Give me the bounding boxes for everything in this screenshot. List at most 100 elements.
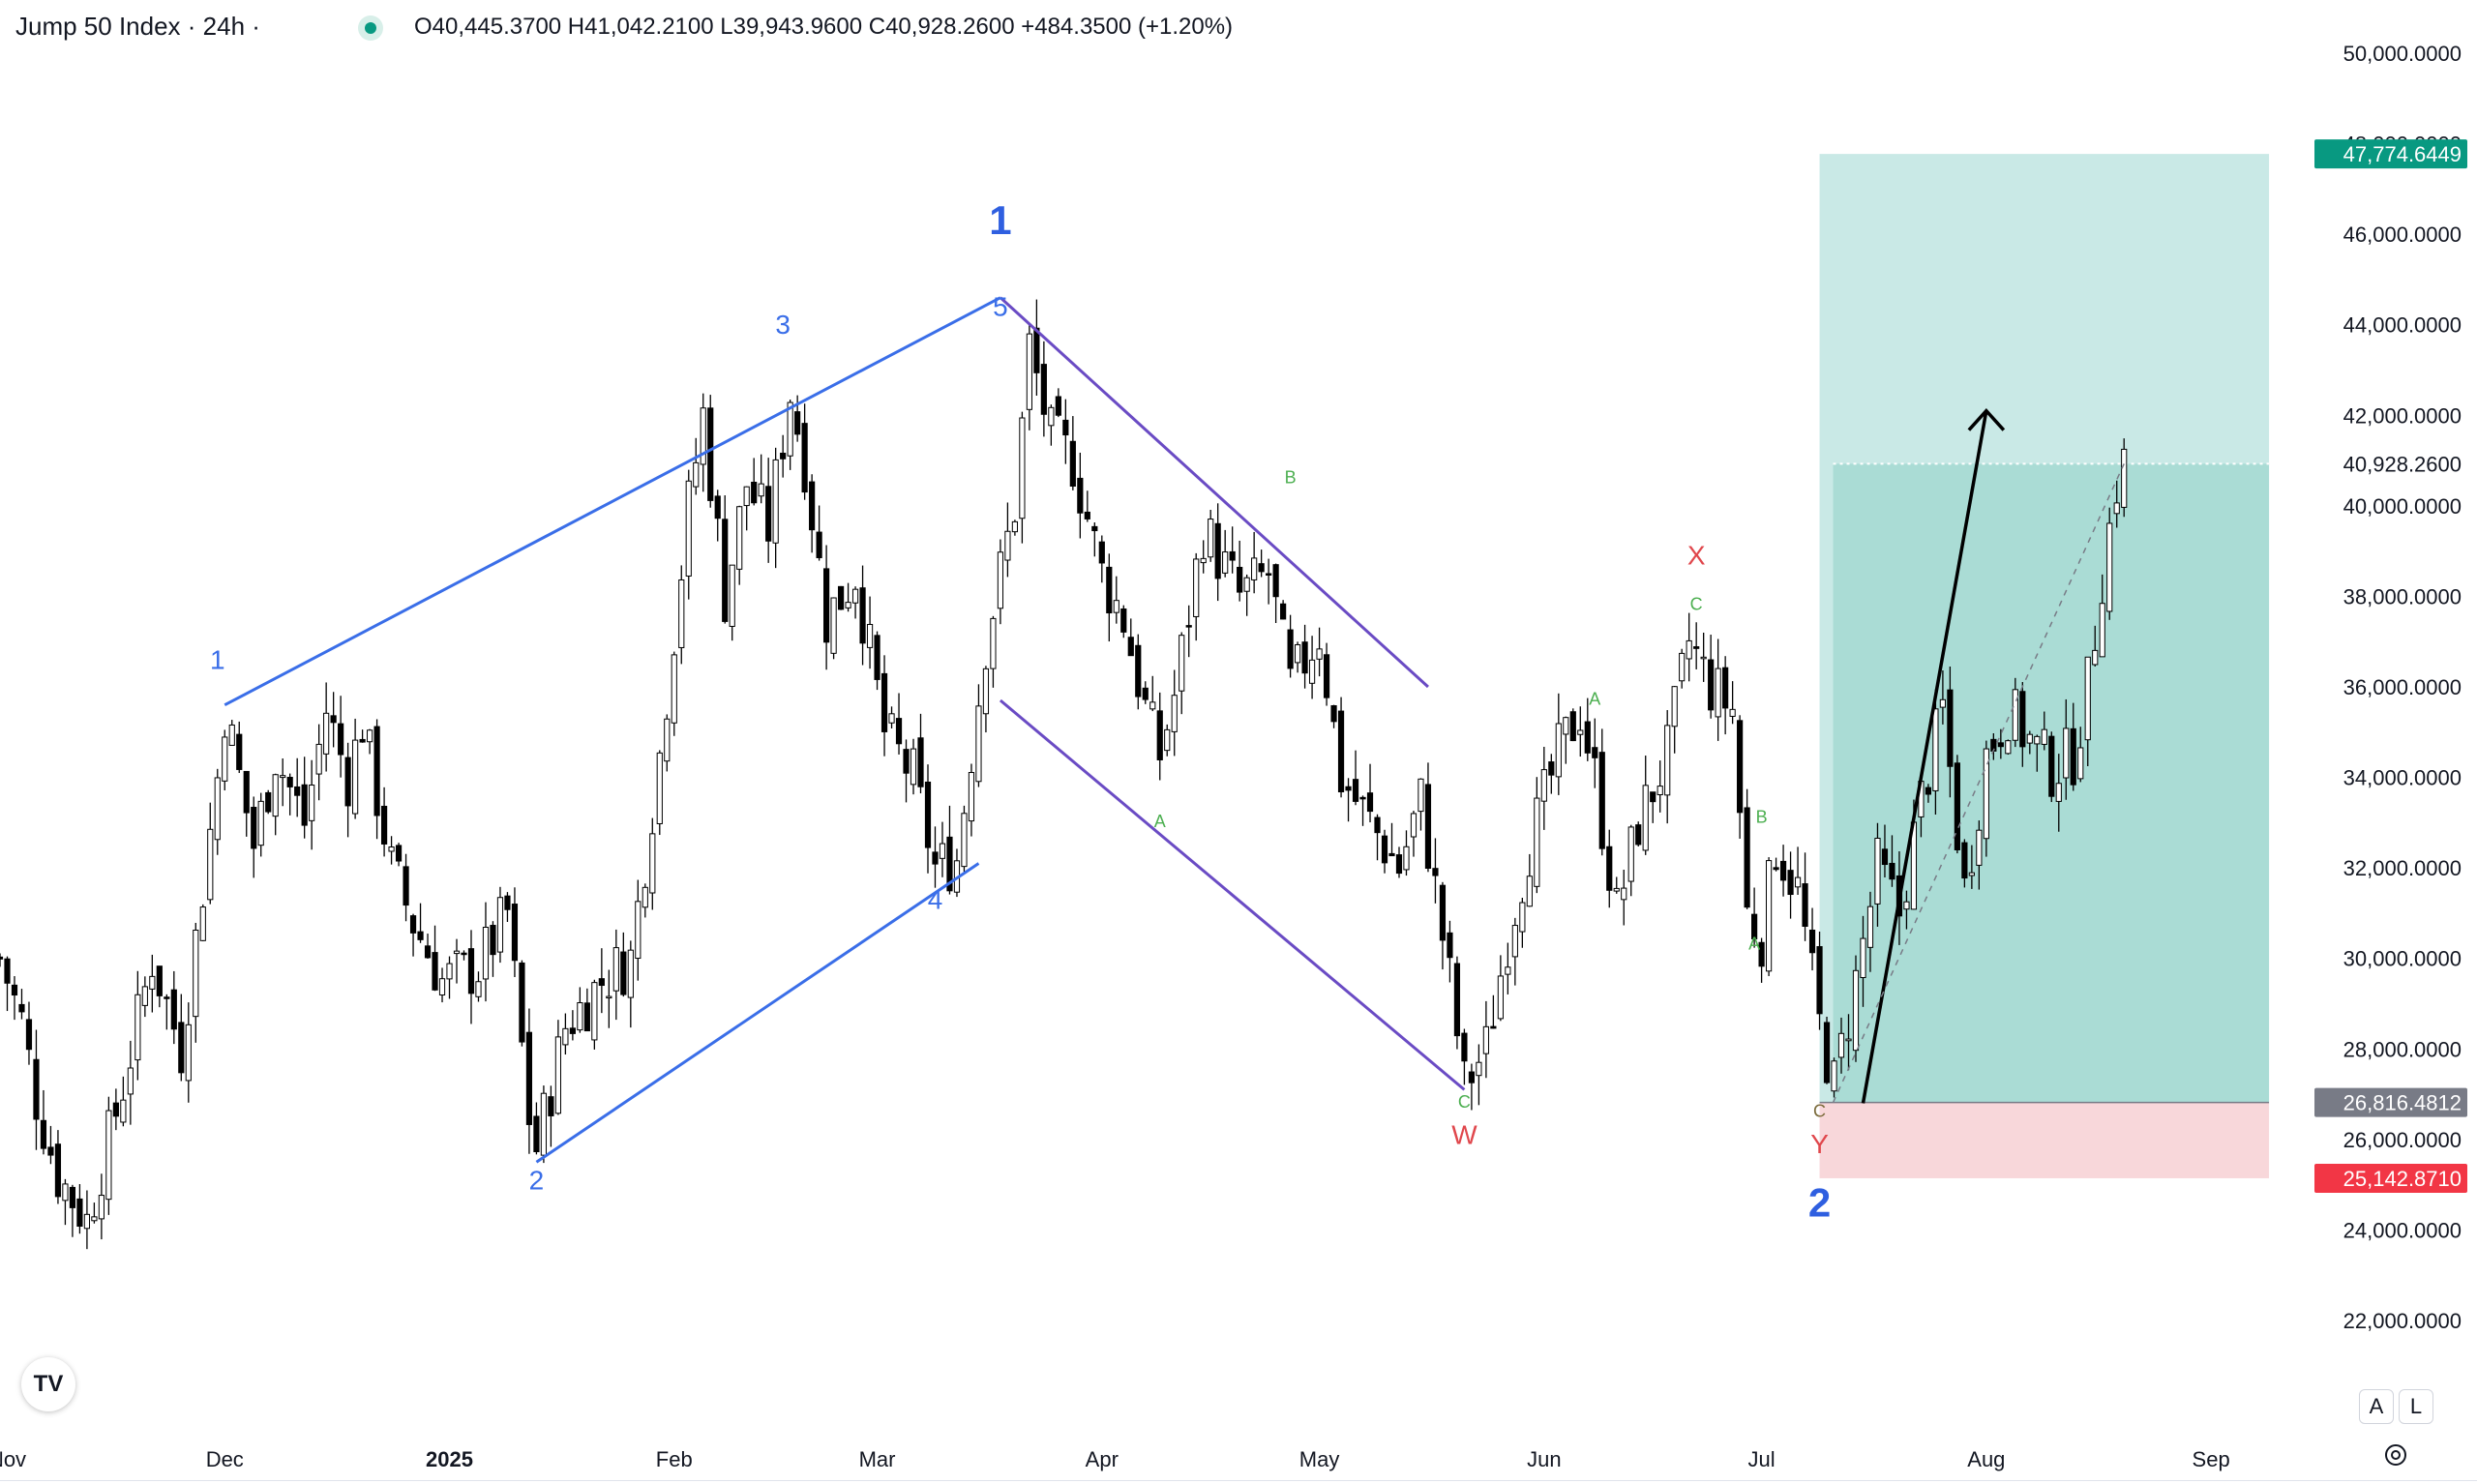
candle-body xyxy=(635,901,642,960)
candle-body xyxy=(554,1036,561,1114)
price-tick-label: 28,000.0000 xyxy=(2343,1037,2462,1061)
candle-body xyxy=(1439,884,1447,941)
candle-body xyxy=(627,949,634,998)
loss-zone xyxy=(1819,1102,2270,1178)
candle-body xyxy=(1802,883,1808,928)
candle-body xyxy=(1808,929,1816,954)
candle-body xyxy=(1424,784,1432,869)
candle-body xyxy=(1664,725,1671,796)
candle-body xyxy=(141,986,148,1006)
candle-body xyxy=(1171,695,1178,732)
candle-body xyxy=(1976,829,1983,866)
settings-gear-icon[interactable] xyxy=(2382,1441,2409,1469)
candle-body xyxy=(1722,667,1729,709)
candle-body xyxy=(1113,600,1119,613)
auto-scale-button[interactable]: A xyxy=(2359,1389,2394,1424)
candle-body xyxy=(1366,792,1374,813)
candle-body xyxy=(1519,902,1526,933)
candle-body xyxy=(880,672,888,732)
candle-body xyxy=(1410,813,1418,838)
candle-body xyxy=(323,712,330,755)
log-scale-button[interactable]: L xyxy=(2399,1389,2433,1424)
candle-body xyxy=(540,1092,548,1156)
candle-body xyxy=(997,551,1004,609)
symbol-title[interactable]: Jump 50 Index · 24h · xyxy=(15,12,260,41)
candle-body xyxy=(40,1119,47,1149)
candle-body xyxy=(286,777,293,787)
candle-body xyxy=(1266,573,1272,576)
candle-body xyxy=(823,568,830,643)
candle-body xyxy=(62,1183,69,1202)
projection-arrow-head xyxy=(1967,407,2006,431)
correction-upper-line xyxy=(999,296,1429,689)
candle-body xyxy=(1127,637,1134,657)
candle-body xyxy=(1193,558,1200,617)
candle-body xyxy=(496,897,504,953)
candle-body xyxy=(1352,779,1359,802)
candle-body xyxy=(83,1213,91,1230)
candle-body xyxy=(1715,668,1721,718)
candle-body xyxy=(1258,563,1265,573)
candle-body xyxy=(1091,525,1098,532)
candle-body xyxy=(193,929,199,1018)
candle-body xyxy=(1308,659,1316,684)
candle-body xyxy=(1831,1060,1837,1092)
candle-body xyxy=(47,1146,54,1156)
candle-body xyxy=(2055,783,2062,802)
candle-body xyxy=(1751,913,1758,940)
candle-body xyxy=(1222,551,1229,574)
candle-body xyxy=(946,836,953,892)
candle-body xyxy=(968,772,975,822)
entry-price-badge-bg xyxy=(2314,1087,2467,1117)
trade-path-line xyxy=(1832,463,2125,1103)
candle-body xyxy=(490,925,496,956)
entry-price-badge: 26,816.4812 xyxy=(2343,1091,2462,1115)
candle-body xyxy=(1679,652,1686,682)
candle-body xyxy=(569,1027,576,1034)
price-tick-label: 40,000.0000 xyxy=(2343,494,2462,519)
candle-body xyxy=(1381,835,1388,864)
candle-body xyxy=(1120,608,1127,633)
time-tick-label: Nov xyxy=(0,1447,26,1471)
ohlc-readout: O40,445.3700 H41,042.2100 L39,943.9600 C… xyxy=(414,14,1234,40)
candle-body xyxy=(251,807,257,849)
candle-body xyxy=(794,411,801,435)
candle-body xyxy=(156,965,163,996)
candle-body xyxy=(359,738,366,743)
candle-body xyxy=(1453,963,1461,1037)
candle-body xyxy=(707,407,714,501)
candle-body xyxy=(1011,520,1019,533)
candle-body xyxy=(1447,932,1453,959)
candle-body xyxy=(1816,946,1823,1015)
candle-body xyxy=(1026,333,1032,410)
candle-body xyxy=(1584,721,1591,754)
candle-body xyxy=(1983,748,1989,840)
candle-body xyxy=(1287,629,1294,669)
candle-body xyxy=(482,927,490,980)
candle-body xyxy=(1359,796,1366,800)
candle-body xyxy=(1925,787,1932,795)
sub-label-a2: A xyxy=(1589,690,1600,709)
candle-body xyxy=(1098,541,1105,564)
candle-body xyxy=(257,800,264,846)
candle-body xyxy=(2034,735,2041,745)
candle-body xyxy=(315,743,322,775)
candle-body xyxy=(758,483,764,497)
candle-body xyxy=(1374,816,1381,834)
wave-label-x: X xyxy=(1687,541,1706,571)
candle-body xyxy=(830,597,837,654)
candle-body xyxy=(1511,925,1518,958)
candle-body xyxy=(1708,659,1715,711)
tradingview-logo-icon[interactable]: TV xyxy=(21,1357,75,1411)
candle-body xyxy=(664,718,671,762)
candle-body xyxy=(1961,842,1968,879)
last-price-label: 40,928.2600 xyxy=(2343,452,2462,476)
candle-body xyxy=(1432,868,1439,876)
candle-body xyxy=(409,915,417,934)
candle-body xyxy=(2121,448,2128,508)
candle-body xyxy=(1208,519,1214,558)
target-price-badge-bg xyxy=(2314,139,2467,169)
time-tick-label: Jun xyxy=(1527,1447,1561,1471)
candle-body xyxy=(1534,797,1540,887)
